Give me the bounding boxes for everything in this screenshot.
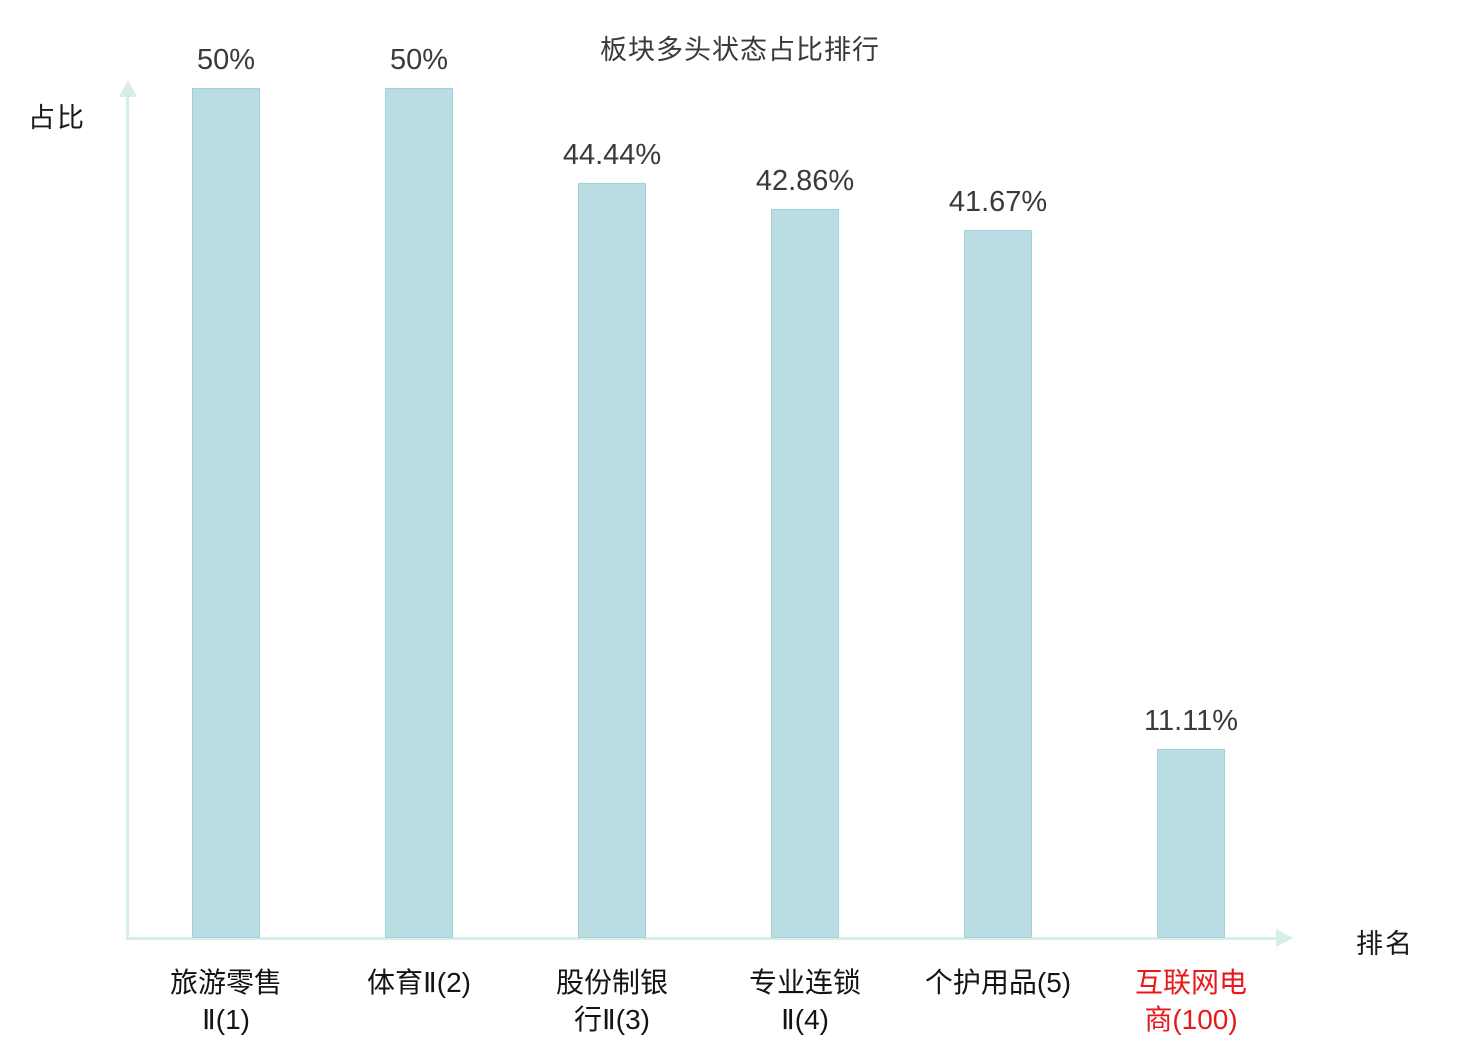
bar-1	[192, 88, 260, 938]
chart-title: 板块多头状态占比排行	[600, 35, 880, 65]
bar-value-label: 50%	[196, 44, 256, 76]
bar-6	[1157, 749, 1225, 938]
y-axis-line	[126, 96, 129, 939]
category-label: 互联网电 商(100)	[1134, 967, 1247, 1035]
bar-2	[385, 88, 453, 938]
y-axis-label: 占比	[28, 103, 86, 133]
category-label: 旅游零售 Ⅱ(1)	[169, 967, 282, 1035]
bar-4	[771, 209, 839, 938]
category-label: 股份制银 行Ⅱ(3)	[555, 967, 668, 1035]
bar-3	[578, 183, 646, 938]
category-label: 个护用品(5)	[924, 967, 1072, 998]
bar-5	[964, 230, 1032, 938]
x-axis-label: 排名	[1356, 929, 1414, 959]
x-axis-line	[126, 937, 1278, 940]
x-axis-arrow-icon	[1276, 929, 1293, 947]
category-label: 体育Ⅱ(2)	[366, 967, 471, 998]
y-axis-arrow-icon	[119, 80, 137, 97]
bar-value-label: 50%	[389, 44, 449, 76]
bar-value-label: 11.11%	[1143, 705, 1239, 737]
bar-value-label: 44.44%	[562, 139, 662, 171]
bar-value-label: 42.86%	[755, 165, 855, 197]
bar-value-label: 41.67%	[948, 186, 1048, 218]
category-label: 专业连锁 Ⅱ(4)	[748, 967, 861, 1035]
